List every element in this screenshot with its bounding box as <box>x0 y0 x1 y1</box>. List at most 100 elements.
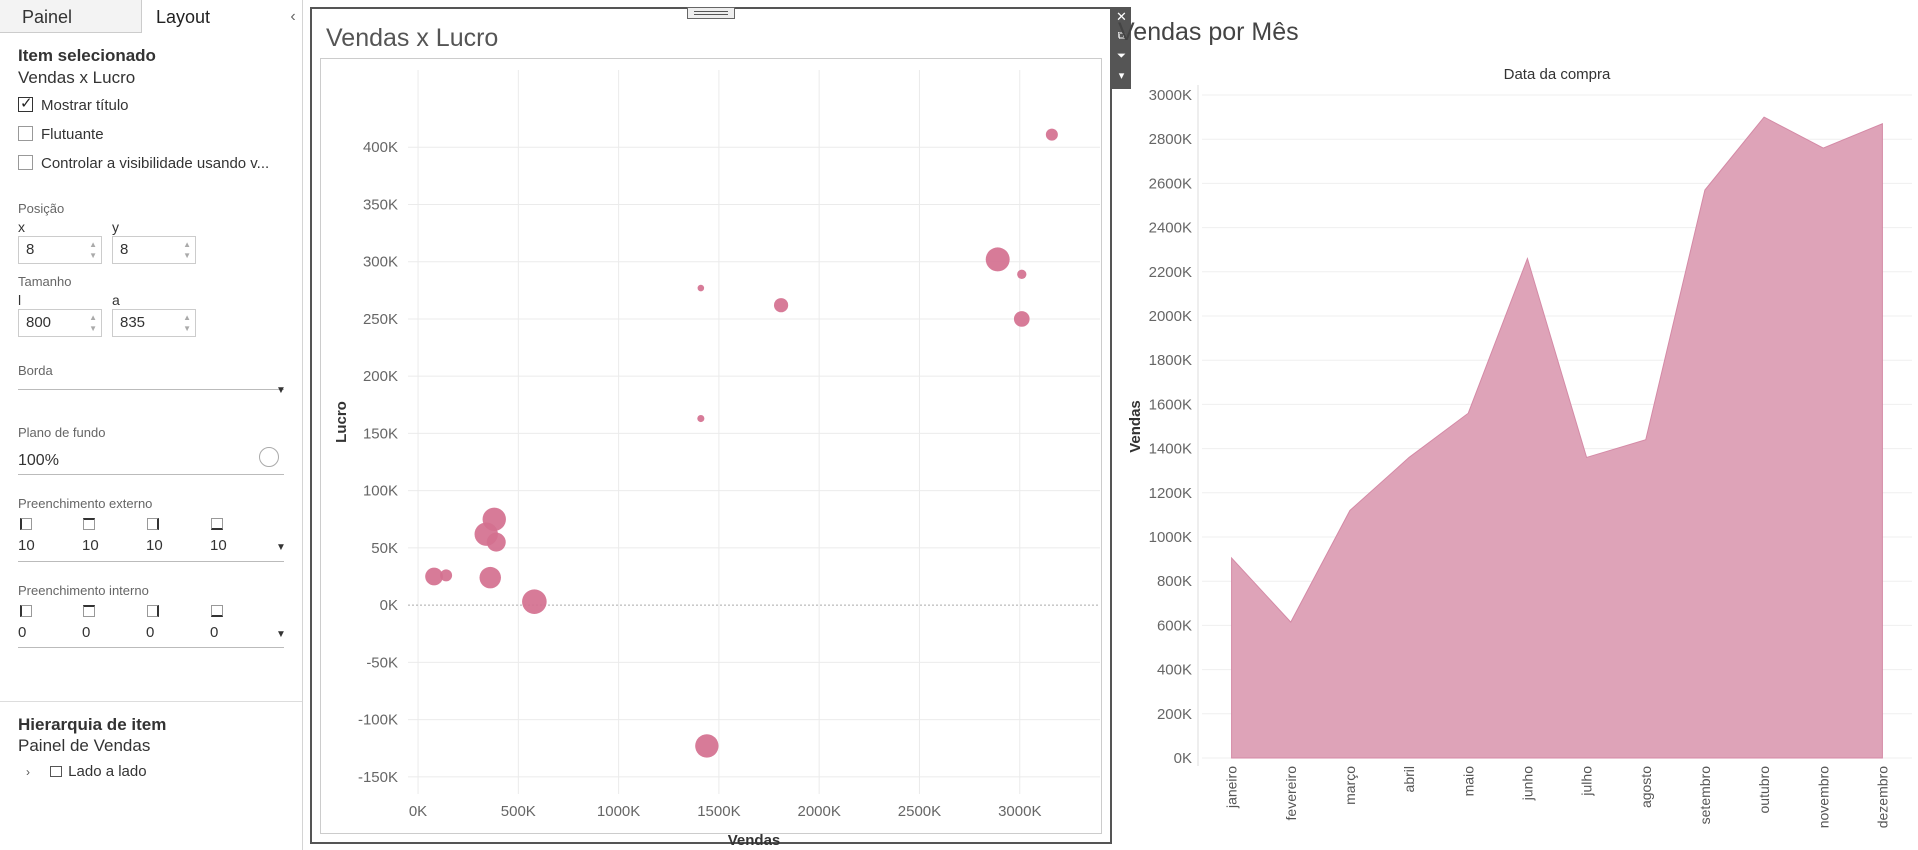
spinner-arrows-icon[interactable]: ▲ ▼ <box>89 313 97 333</box>
outer-padding-label: Preenchimento externo <box>18 496 153 511</box>
width-label: l <box>18 292 22 308</box>
y-tick-label: 400K <box>1157 662 1192 679</box>
padding-left-icon <box>20 605 32 617</box>
chevron-right-icon[interactable]: › <box>26 765 30 779</box>
drag-handle[interactable] <box>687 7 735 19</box>
control-visibility-label: Controlar a visibilidade usando v... <box>41 155 270 172</box>
padding-right-icon <box>147 518 159 530</box>
x-label: x <box>18 219 25 235</box>
outer-padding-bottom[interactable]: 10 <box>210 537 227 554</box>
y-tick-label: 1600K <box>1149 396 1192 413</box>
y-position-value: 8 <box>120 241 129 258</box>
x-tick-label: fevereiro <box>1283 766 1299 821</box>
floating-label: Flutuante <box>41 126 104 143</box>
inner-padding-bottom[interactable]: 0 <box>210 624 219 641</box>
padding-top-icon <box>83 518 95 530</box>
background-opacity[interactable]: 100% <box>18 452 59 469</box>
scatter-sheet-body <box>320 58 1102 834</box>
filter-icon[interactable]: ⏷ <box>1117 50 1126 62</box>
y-tick-label: 3000K <box>1149 87 1192 104</box>
background-underline <box>18 474 284 475</box>
x-tick-label: junho <box>1519 766 1535 801</box>
spinner-arrows-icon[interactable]: ▲ ▼ <box>183 240 191 260</box>
x-position-value: 8 <box>26 241 35 258</box>
close-icon[interactable]: ✕ <box>1116 9 1127 24</box>
x-tick-label: novembro <box>1815 766 1831 828</box>
y-tick-label: 600K <box>1157 617 1192 634</box>
x-tick-label: janeiro <box>1224 766 1240 809</box>
tiled-layout-icon <box>50 766 63 777</box>
x-tick-label: março <box>1342 766 1358 805</box>
y-tick-label: 2200K <box>1149 264 1192 281</box>
show-title-checkbox[interactable]: Mostrar título <box>18 94 129 115</box>
y-tick-label: 1400K <box>1149 441 1192 458</box>
popout-icon[interactable]: ⧉ <box>1117 30 1126 42</box>
tab-layout[interactable]: Layout <box>156 7 211 27</box>
y-label: y <box>112 219 119 235</box>
scatter-title: Vendas x Lucro <box>326 24 499 52</box>
inner-padding-underline <box>18 647 284 648</box>
outer-padding-left[interactable]: 10 <box>18 537 35 554</box>
panel-tabs: Painel Layout ‹ <box>0 0 302 34</box>
sheet-toolbar: ✕ ⧉ ⏷ ▾ <box>1112 7 1131 89</box>
y-tick-label: 1000K <box>1149 529 1192 546</box>
outer-padding-right[interactable]: 10 <box>146 537 163 554</box>
chevron-down-icon[interactable]: ▼ <box>276 629 286 640</box>
y-tick-label: 0K <box>1174 750 1192 767</box>
x-position-field[interactable]: 8 ▲ ▼ <box>18 236 102 264</box>
chevron-down-icon[interactable]: ▼ <box>276 542 286 553</box>
height-value: 835 <box>120 314 146 331</box>
item-hierarchy-heading: Hierarquia de item <box>18 715 167 734</box>
color-picker-icon[interactable] <box>259 447 279 467</box>
x-tick-label: agosto <box>1638 766 1654 808</box>
scatter-sheet-container[interactable] <box>310 7 1112 844</box>
y-tick-label: 1200K <box>1149 485 1192 502</box>
checkbox-unchecked-icon[interactable] <box>18 154 33 170</box>
collapse-panel-icon[interactable]: ‹ <box>290 8 296 25</box>
checkbox-unchecked-icon[interactable] <box>18 125 33 141</box>
y-tick-label: 1800K <box>1149 352 1192 369</box>
padding-top-icon <box>83 605 95 617</box>
y-tick-label: 2800K <box>1149 131 1192 148</box>
size-label: Tamanho <box>18 274 72 289</box>
y-position-field[interactable]: 8 ▲ ▼ <box>112 236 196 264</box>
y-tick-label: 2000K <box>1149 308 1192 325</box>
padding-right-icon <box>147 605 159 617</box>
chevron-down-icon[interactable]: ▼ <box>276 385 286 396</box>
padding-left-icon <box>20 518 32 530</box>
control-visibility-checkbox[interactable]: Controlar a visibilidade usando v... <box>18 154 270 173</box>
inner-padding-top[interactable]: 0 <box>82 624 91 641</box>
border-dropdown[interactable] <box>18 389 284 390</box>
position-label: Posição <box>18 201 65 216</box>
x-tick-label: julho <box>1579 766 1595 797</box>
height-field[interactable]: 835 ▲ ▼ <box>112 309 196 337</box>
width-field[interactable]: 800 ▲ ▼ <box>18 309 102 337</box>
tab-painel[interactable]: Painel <box>0 0 142 33</box>
checkbox-checked-icon[interactable] <box>18 94 33 112</box>
area-series <box>1231 116 1883 759</box>
height-label: a <box>112 292 120 308</box>
hierarchy-child-item[interactable]: › Lado a lado <box>26 763 147 780</box>
y-tick-label: 200K <box>1157 706 1192 723</box>
spinner-arrows-icon[interactable]: ▲ ▼ <box>89 240 97 260</box>
x-tick-label: abril <box>1401 766 1417 792</box>
inner-padding-right[interactable]: 0 <box>146 624 155 641</box>
show-title-label: Mostrar título <box>41 97 129 114</box>
hierarchy-dashboard-name: Painel de Vendas <box>18 736 151 755</box>
inner-padding-left[interactable]: 0 <box>18 624 27 641</box>
background-label: Plano de fundo <box>18 425 106 440</box>
x-tick-label: setembro <box>1697 766 1713 825</box>
y-tick-label: 2400K <box>1149 220 1192 237</box>
padding-bottom-icon <box>211 605 223 617</box>
selected-item-heading: Item selecionado <box>18 46 156 65</box>
border-label: Borda <box>18 363 53 378</box>
more-options-icon[interactable]: ▾ <box>1118 70 1125 82</box>
inner-padding-label: Preenchimento interno <box>18 583 149 598</box>
section-divider <box>0 701 302 702</box>
spinner-arrows-icon[interactable]: ▲ ▼ <box>183 313 191 333</box>
floating-checkbox[interactable]: Flutuante <box>18 125 104 144</box>
padding-bottom-icon <box>211 518 223 530</box>
outer-padding-top[interactable]: 10 <box>82 537 99 554</box>
layout-panel: Painel Layout ‹ Item selecionado Vendas … <box>0 0 303 850</box>
y-tick-label: 800K <box>1157 573 1192 590</box>
